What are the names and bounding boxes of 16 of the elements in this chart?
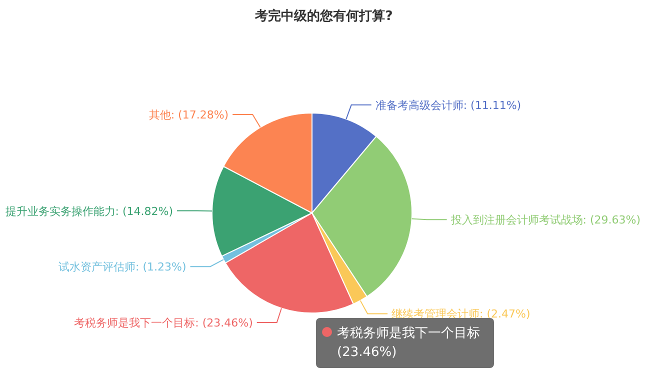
- slice-label: 试水资产评估师: [58, 260, 136, 274]
- slice-label: 投入到注册会计师考试战场: [450, 214, 583, 227]
- slice-label: 准备考高级会计师: [375, 98, 464, 112]
- data-label: : (11.11%): [463, 98, 522, 112]
- data-label: : (23.46%): [195, 316, 253, 330]
- slice-label: 考税务师是我下一个目标: [74, 316, 196, 330]
- data-label: : (14.82%): [115, 204, 174, 218]
- data-label: : (1.23%): [136, 260, 186, 274]
- text: (23.46%): [337, 345, 397, 360]
- chart-title: 考完中级的您有何打算?: [254, 8, 393, 24]
- slice-label: 其他: [148, 108, 171, 122]
- data-label: : (17.28%): [170, 108, 229, 122]
- slice-label: 提升业务实务操作能力: [5, 204, 116, 218]
- data-label: : (29.63%): [582, 214, 641, 227]
- data-label: : (2.47%): [480, 308, 530, 321]
- legend-label: 考税务师是我下一个目标: [337, 326, 480, 341]
